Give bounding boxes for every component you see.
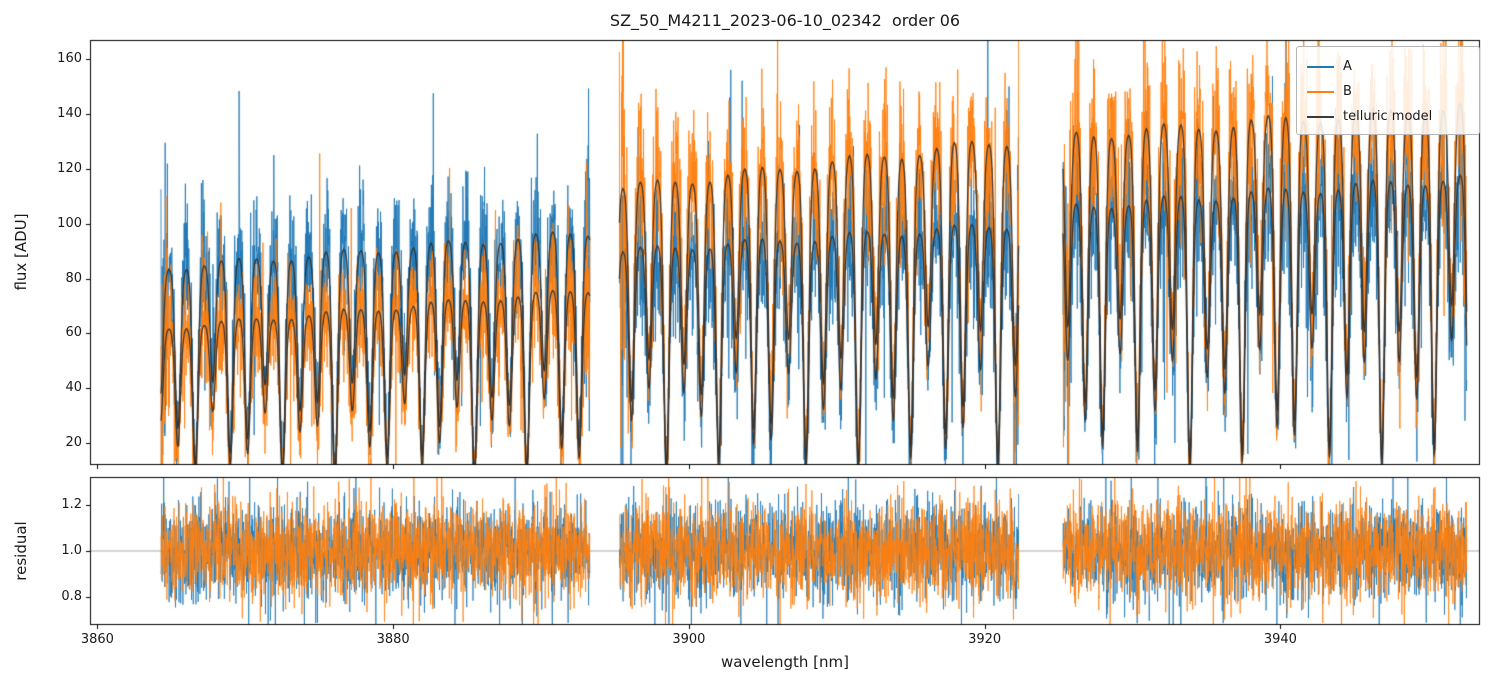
y-tick-label-flux: 60 xyxy=(65,325,82,341)
legend: A B telluric model xyxy=(1296,46,1480,135)
legend-swatch-1 xyxy=(1307,90,1334,93)
legend-swatch-0 xyxy=(1307,65,1334,68)
y-tick-label-flux: 80 xyxy=(65,270,82,286)
x-tick-label: 3940 xyxy=(1263,632,1297,647)
y-tick-label-residual: 1.0 xyxy=(61,543,82,558)
x-tick-label: 3920 xyxy=(968,632,1002,647)
y-tick-label-flux: 120 xyxy=(57,160,82,176)
x-tick-label: 3880 xyxy=(376,632,410,647)
plot-title: SZ_50_M4211_2023-06-10_02342 order 06 xyxy=(609,11,961,30)
y-tick-label-flux: 160 xyxy=(57,51,82,67)
legend-label-b: B xyxy=(1343,84,1352,99)
legend-entry-telluric-model: telluric model xyxy=(1297,104,1479,129)
y-tick-label-flux: 40 xyxy=(65,380,82,396)
y-tick-label-flux: 20 xyxy=(65,435,82,451)
y-tick-label-residual: 0.8 xyxy=(61,589,82,605)
x-tick-label: 3900 xyxy=(672,632,706,647)
legend-swatch-2 xyxy=(1307,115,1334,118)
legend-label-telluric-model: telluric model xyxy=(1343,109,1433,124)
xlabel-wavelength: wavelength [nm] xyxy=(721,653,849,671)
legend-entry-b: B xyxy=(1297,79,1479,104)
x-tick-label: 3860 xyxy=(80,632,114,647)
y-tick-label-residual: 1.2 xyxy=(61,496,82,512)
legend-entry-a: A xyxy=(1297,54,1479,79)
y-tick-label-flux: 100 xyxy=(57,215,82,231)
y-tick-label-flux: 140 xyxy=(57,106,82,122)
legend-label-a: A xyxy=(1343,59,1352,74)
